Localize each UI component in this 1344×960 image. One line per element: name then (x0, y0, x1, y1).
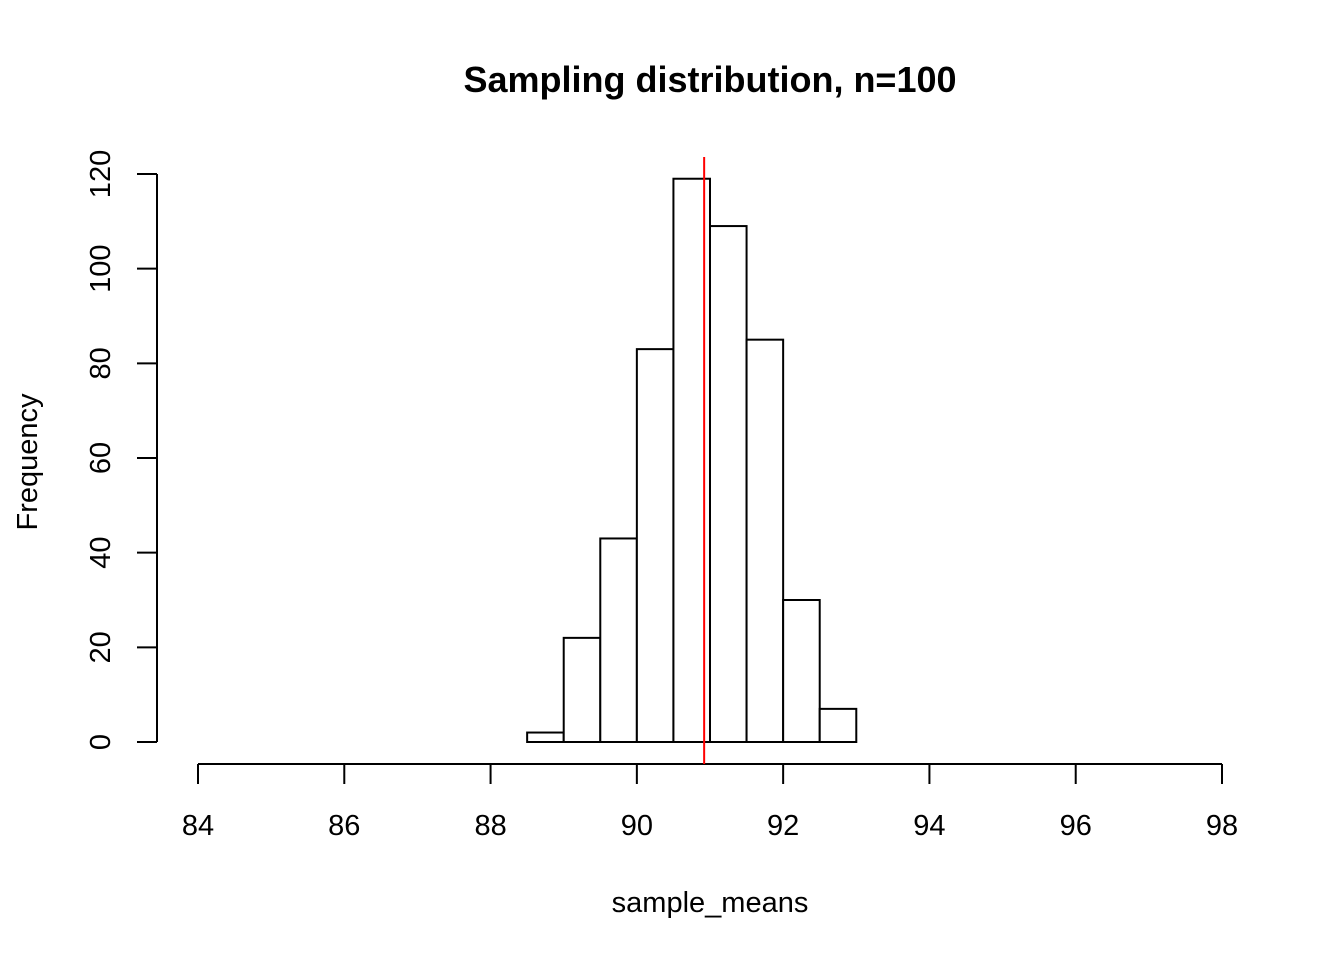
x-tick-label-96: 96 (1060, 810, 1092, 842)
histogram-bar-5 (709, 225, 748, 744)
x-tick-label-94: 94 (913, 810, 945, 842)
chart-title: Sampling distribution, n=100 (463, 59, 956, 100)
y-axis-label: Frequency (12, 393, 44, 531)
y-tick-label-0: 0 (85, 734, 117, 750)
histogram-bar-0 (526, 731, 565, 743)
x-tick-label-88: 88 (474, 810, 506, 842)
x-axis: 84 86 88 90 92 94 96 98 (182, 763, 1238, 842)
histogram-bar-3 (635, 348, 675, 743)
y-tick-label-40: 40 (85, 537, 117, 569)
y-tick-label-120: 120 (85, 150, 117, 198)
y-tick-label-80: 80 (85, 347, 117, 379)
x-axis-label: sample_means (612, 887, 809, 919)
y-tick-label-100: 100 (85, 244, 117, 292)
histogram-bar-7 (782, 599, 821, 743)
x-tick-label-98: 98 (1206, 810, 1238, 842)
histogram-bars (526, 177, 858, 744)
y-axis: 0 20 40 60 80 100 120 (85, 150, 158, 750)
y-tick-label-60: 60 (85, 442, 117, 474)
x-tick-label-92: 92 (767, 810, 799, 842)
histogram-bar-6 (745, 338, 785, 743)
histogram-bar-1 (562, 636, 602, 743)
x-tick-label-86: 86 (328, 810, 360, 842)
x-tick-label-90: 90 (621, 810, 653, 842)
histogram-bar-2 (599, 537, 638, 744)
histogram-bar-8 (818, 707, 858, 743)
x-tick-label-84: 84 (182, 810, 214, 842)
y-tick-label-20: 20 (85, 631, 117, 663)
